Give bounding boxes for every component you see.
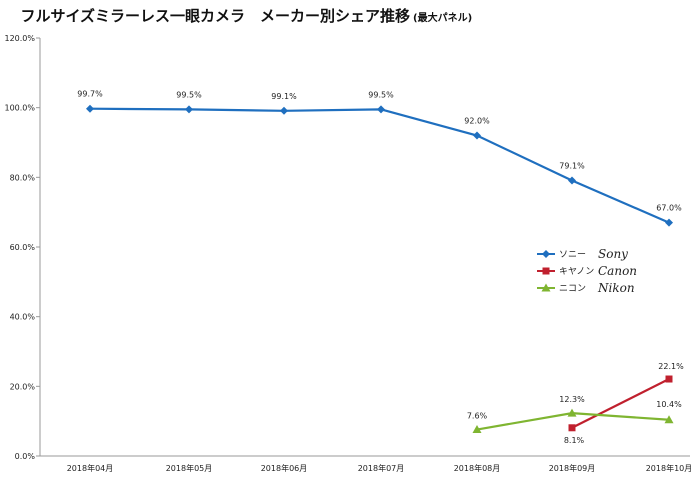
data-label: 22.1% — [658, 362, 684, 371]
data-label: 79.1% — [559, 161, 585, 170]
legend-item-nikon: ニコン Nikon — [537, 281, 635, 295]
data-label: 99.5% — [176, 90, 202, 99]
x-tick-label: 2018年04月 — [67, 463, 114, 473]
data-point — [472, 425, 482, 434]
x-tick-label: 2018年09月 — [549, 463, 596, 473]
data-point — [568, 176, 576, 185]
legend-label: キヤノン — [559, 267, 594, 277]
legend-alias: Sony — [598, 247, 628, 261]
data-point — [377, 105, 385, 114]
data-point — [86, 104, 94, 113]
data-label: 99.5% — [368, 90, 394, 99]
chart-subtitle: (最大パネル) — [413, 11, 472, 24]
data-point — [567, 408, 577, 417]
data-label: 10.4% — [656, 400, 682, 409]
x-tick-label: 2018年05月 — [166, 463, 213, 473]
legend-alias: Canon — [598, 264, 637, 278]
series-canon: 8.1% 22.1% — [564, 362, 684, 445]
data-point — [665, 218, 673, 227]
data-label: 99.7% — [77, 90, 103, 99]
y-tick-label: 60.0% — [10, 243, 36, 252]
series-nikon: 7.6% 12.3% 10.4% — [467, 395, 682, 434]
y-tick-label: 20.0% — [10, 382, 36, 391]
legend-alias: Nikon — [597, 281, 635, 295]
legend-swatch-marker — [542, 267, 550, 275]
y-tick-label: 80.0% — [10, 173, 36, 182]
legend-item-sony: ソニー Sony — [537, 247, 628, 261]
legend: ソニー Sony キヤノン Canon ニコン Nikon — [537, 247, 637, 295]
x-tick-label: 2018年06月 — [261, 463, 308, 473]
y-axis-ticks: 0.0% 20.0% 40.0% 60.0% 80.0% 100.0% 120.0% — [4, 34, 40, 461]
legend-label: ニコン — [559, 284, 586, 294]
legend-item-canon: キヤノン Canon — [537, 264, 637, 278]
series-line — [571, 378, 670, 429]
data-point — [185, 105, 193, 114]
x-tick-label: 2018年08月 — [454, 463, 501, 473]
series-layer: 99.7% 99.5% 99.1% 99.5% 92.0% 79.1% 67.0% 8.1% 2… — [77, 90, 684, 445]
data-label: 12.3% — [559, 395, 585, 404]
data-label: 92.0% — [464, 117, 490, 126]
data-label: 8.1% — [564, 436, 585, 445]
legend-swatch-marker — [542, 250, 550, 258]
data-point — [280, 106, 288, 115]
data-point — [568, 424, 576, 432]
x-tick-label: 2018年10月 — [646, 463, 693, 473]
x-axis-ticks: 2018年04月 2018年05月 2018年06月 2018年07月 2018年08月… — [67, 463, 693, 473]
legend-swatch-marker — [541, 283, 551, 292]
x-tick-label: 2018年07月 — [358, 463, 405, 473]
legend-label: ソニー — [559, 250, 586, 260]
data-point — [664, 415, 674, 424]
data-point — [473, 131, 481, 140]
series-sony: 99.7% 99.5% 99.1% 99.5% 92.0% 79.1% 67.0% — [77, 90, 682, 227]
y-tick-label: 120.0% — [4, 34, 35, 43]
y-tick-label: 40.0% — [10, 313, 36, 322]
data-point — [665, 375, 673, 383]
chart-title: フルサイズミラーレス一眼カメラ メーカー別シェア推移 — [20, 7, 410, 25]
data-label: 67.0% — [656, 204, 682, 213]
y-tick-label: 100.0% — [4, 104, 35, 113]
data-label: 7.6% — [467, 412, 488, 421]
y-tick-label: 0.0% — [15, 452, 36, 461]
data-label: 99.1% — [271, 92, 297, 101]
